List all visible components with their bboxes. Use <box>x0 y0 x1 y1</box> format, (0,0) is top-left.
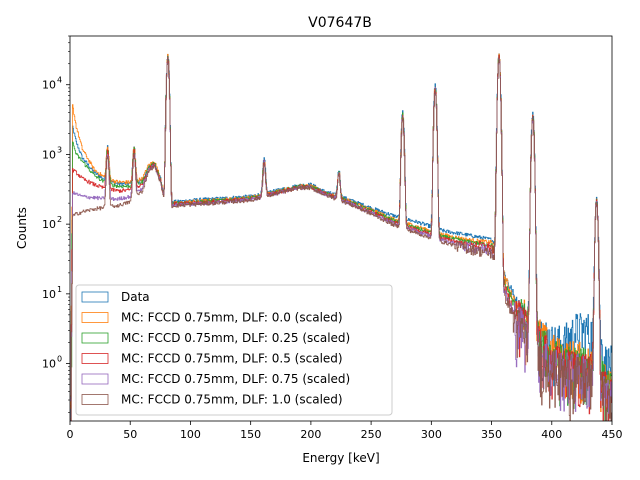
y-tick-label: 10 <box>42 288 56 301</box>
x-tick-label: 0 <box>67 428 74 441</box>
x-tick-label: 100 <box>180 428 201 441</box>
legend-label: MC: FCCD 0.75mm, DLF: 1.0 (scaled) <box>121 393 343 407</box>
legend-frame <box>75 284 393 416</box>
y-tick-exponent: 0 <box>57 355 62 364</box>
x-tick-label: 150 <box>240 428 261 441</box>
y-tick-exponent: 3 <box>57 145 62 154</box>
legend-item: MC: FCCD 0.75mm, DLF: 0.75 (scaled) <box>81 372 350 386</box>
x-tick-label: 50 <box>123 428 137 441</box>
legend-swatch <box>81 353 109 364</box>
plot-frame <box>69 35 613 422</box>
series-5 <box>70 56 612 421</box>
series-3 <box>70 54 612 421</box>
legend-item: MC: FCCD 0.75mm, DLF: 0.5 (scaled) <box>81 352 343 366</box>
y-tick-label: 10 <box>42 358 56 371</box>
legend-swatch <box>81 332 109 344</box>
y-tick-exponent: 1 <box>57 285 62 294</box>
y-axis-label: Counts <box>15 207 29 249</box>
legend-item: Data <box>81 290 150 304</box>
y-tick-label: 10 <box>42 218 56 231</box>
y-tick-label: 10 <box>42 148 56 161</box>
legend-swatch <box>81 373 109 385</box>
x-axis: 0 50 100 150 200 250 300 350 400 450 <box>67 421 623 441</box>
x-tick-label: 250 <box>361 428 382 441</box>
legend-item: MC: FCCD 0.75mm, DLF: 0.25 (scaled) <box>81 331 350 345</box>
x-tick-label: 400 <box>541 428 562 441</box>
y-tick-label: 10 <box>42 79 56 92</box>
series-line <box>70 54 612 421</box>
legend-item: MC: FCCD 0.75mm, DLF: 1.0 (scaled) <box>81 393 343 407</box>
legend-label: MC: FCCD 0.75mm, DLF: 0.0 (scaled) <box>121 311 343 325</box>
chart-title: V07647B <box>308 15 372 31</box>
y-tick-exponent: 4 <box>57 76 62 85</box>
legend-swatch <box>81 312 109 323</box>
legend-label: MC: FCCD 0.75mm, DLF: 0.25 (scaled) <box>121 331 350 345</box>
y-tick-exponent: 2 <box>57 215 62 224</box>
x-axis-label: Energy [keV] <box>302 451 379 465</box>
legend-swatch <box>81 291 109 303</box>
legend-swatch <box>81 394 109 405</box>
legend-label: MC: FCCD 0.75mm, DLF: 0.75 (scaled) <box>121 372 350 386</box>
x-tick-label: 350 <box>481 428 502 441</box>
legend-label: Data <box>121 290 150 304</box>
legend-label: MC: FCCD 0.75mm, DLF: 0.5 (scaled) <box>121 352 343 366</box>
x-tick-label: 450 <box>602 428 623 441</box>
x-tick-label: 200 <box>300 428 321 441</box>
x-tick-label: 300 <box>421 428 442 441</box>
legend: Data MC: FCCD 0.75mm, DLF: 0.0 (scaled) MC… <box>75 284 393 416</box>
series-line <box>70 56 612 421</box>
series-layer <box>70 53 612 421</box>
legend-item: MC: FCCD 0.75mm, DLF: 0.0 (scaled) <box>81 311 343 325</box>
